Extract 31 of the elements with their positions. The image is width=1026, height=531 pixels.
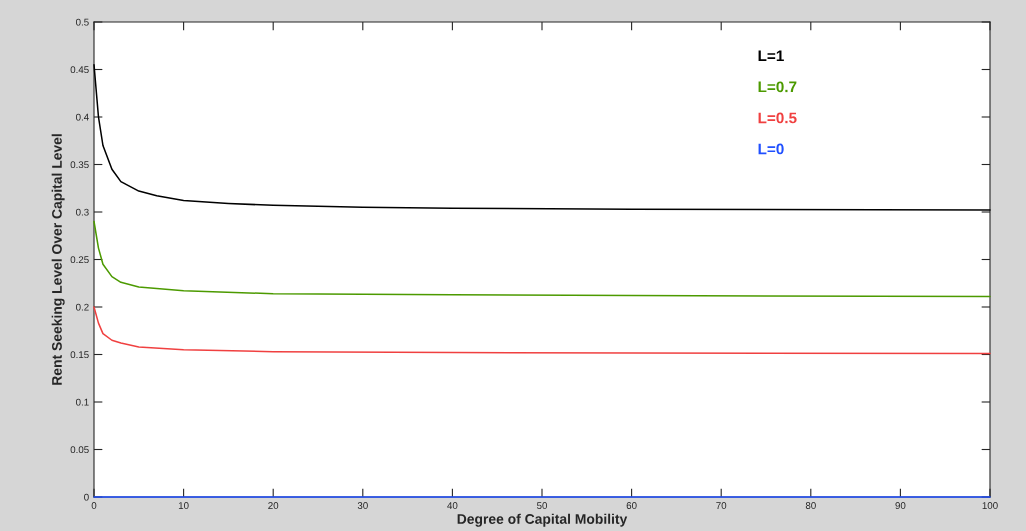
y-tick-label: 0.45 (70, 66, 89, 74)
x-tick-label: 0 (91, 502, 97, 509)
y-tick-label: 0 (84, 493, 89, 501)
text: L=0 (758, 143, 784, 155)
x-axis-title: Degree of Capital Mobility (457, 513, 628, 527)
x-tick-label: 100 (982, 502, 998, 509)
x-tick-label: 20 (268, 502, 279, 509)
y-axis-title: Rent Seeking Level Over Capital Level (51, 134, 65, 385)
text: L=0.7 (758, 81, 797, 93)
x-tick-label: 40 (447, 502, 458, 509)
y-tick-label: 0.05 (70, 446, 89, 454)
y-tick-label: 0.5 (76, 18, 89, 26)
y-tick-label: 0.2 (76, 303, 89, 311)
x-tick-label: 30 (357, 502, 368, 509)
y-tick-label: 0.3 (76, 208, 89, 216)
x-tick-label: 70 (716, 502, 727, 509)
y-tick-label: 0.35 (70, 161, 89, 169)
text: L=0.5 (758, 112, 797, 124)
line-series (93, 220, 991, 298)
text: L=1 (758, 50, 784, 62)
y-tick-label: 0.15 (70, 351, 89, 359)
y-tick-label: 0.4 (76, 113, 89, 121)
line-series (93, 63, 991, 211)
x-tick-label: 90 (895, 502, 906, 509)
y-tick-label: 0.1 (76, 398, 89, 406)
x-tick-label: 10 (178, 502, 189, 509)
y-tick-label: 0.25 (70, 256, 89, 264)
x-tick-label: 50 (536, 502, 548, 509)
x-tick-label: 60 (626, 502, 637, 509)
x-tick-label: 80 (805, 502, 816, 509)
line-series (93, 306, 991, 355)
